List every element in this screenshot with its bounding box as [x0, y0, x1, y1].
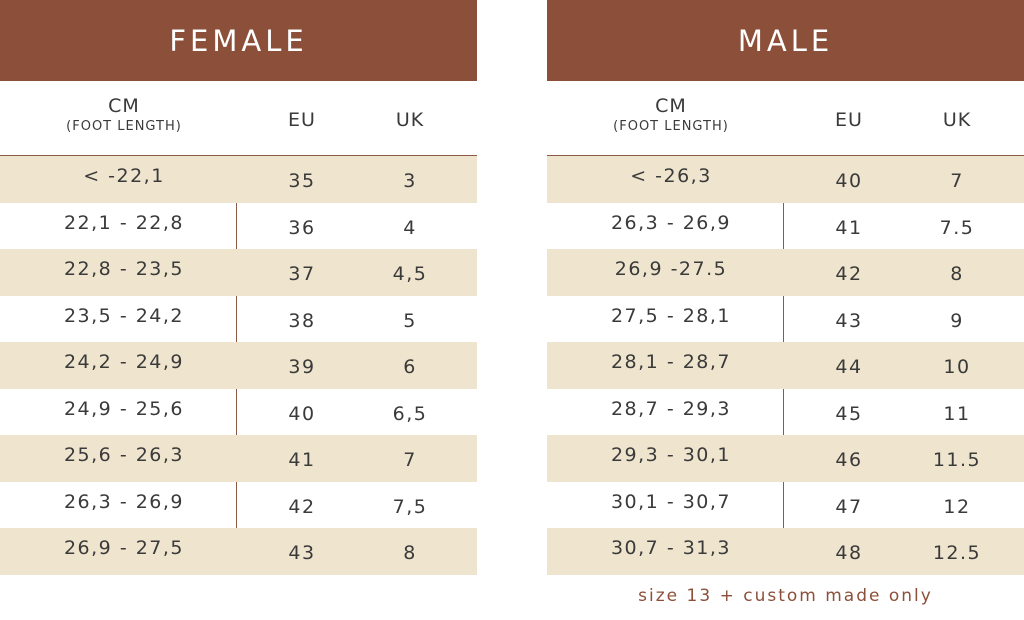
eu-cell: 39 [288, 356, 316, 378]
eu-cell: 40 [835, 170, 863, 192]
eu-cell: 42 [835, 263, 863, 285]
table-row: 22,1 - 22,8 36 4 [0, 203, 477, 250]
uk-cell: 8 [950, 263, 964, 285]
cm-cell: 24,2 - 24,9 [63, 351, 185, 373]
cm-cell: 30,7 - 31,3 [610, 537, 732, 559]
eu-cell: 36 [288, 216, 316, 239]
male-rows: < -26,3 40 7 26,3 - 26,9 41 7.5 26,9 -27.5 42 8 2… [547, 156, 1024, 575]
eu-cell: 41 [288, 449, 316, 471]
table-row: 30,1 - 30,7 47 12 [547, 482, 1024, 529]
uk-cell: 8 [403, 542, 417, 564]
uk-cell: 11 [943, 402, 971, 425]
cm-cell: 26,3 - 26,9 [63, 490, 185, 513]
uk-cell: 7,5 [392, 495, 428, 518]
female-cm-header: CM (FOOT LENGTH) [0, 95, 248, 134]
eu-cell: 37 [288, 263, 316, 285]
male-uk-header: UK [942, 109, 972, 131]
eu-cell: 46 [835, 449, 863, 471]
cm-cell: < -26,3 [630, 165, 712, 187]
table-row: < -22,1 35 3 [0, 156, 477, 203]
cm-cell: 25,6 - 26,3 [63, 444, 185, 466]
table-row: 28,7 - 29,3 45 11 [547, 389, 1024, 436]
female-title: FEMALE [0, 0, 477, 81]
eu-cell: 41 [835, 216, 863, 239]
cm-cell: < -22,1 [83, 165, 165, 187]
uk-cell: 5 [403, 309, 417, 332]
table-row: 23,5 - 24,2 38 5 [0, 296, 477, 343]
uk-cell: 3 [403, 170, 417, 192]
female-cm-label: CM [108, 95, 140, 117]
uk-cell: 12 [943, 495, 971, 518]
uk-cell: 6 [403, 356, 417, 378]
cm-cell: 29,3 - 30,1 [610, 444, 732, 466]
eu-cell: 40 [288, 402, 316, 425]
uk-cell: 9 [950, 309, 964, 332]
uk-cell: 7.5 [939, 216, 975, 239]
uk-cell: 11.5 [932, 449, 982, 471]
eu-cell: 43 [835, 309, 863, 332]
male-size-table: MALE CM (FOOT LENGTH) EU UK < -26,3 40 7 26… [547, 0, 1024, 575]
cm-cell: 30,1 - 30,7 [610, 490, 732, 513]
table-row: 24,2 - 24,9 39 6 [0, 342, 477, 389]
uk-cell: 12.5 [932, 542, 982, 564]
cm-cell: 26,9 - 27,5 [63, 537, 185, 559]
cm-cell: 22,8 - 23,5 [63, 258, 185, 280]
cm-cell: 23,5 - 24,2 [63, 304, 185, 327]
eu-cell: 42 [288, 495, 316, 518]
female-uk-header: UK [395, 109, 425, 131]
female-eu-header: EU [288, 109, 316, 131]
custom-size-note: size 13 + custom made only [638, 586, 933, 606]
eu-cell: 45 [835, 402, 863, 425]
cm-cell: 28,1 - 28,7 [610, 351, 732, 373]
table-row: 26,3 - 26,9 42 7,5 [0, 482, 477, 529]
female-size-table: FEMALE CM (FOOT LENGTH) EU UK < -22,1 35 3… [0, 0, 477, 575]
uk-cell: 7 [950, 170, 964, 192]
male-cm-sublabel: (FOOT LENGTH) [613, 119, 729, 134]
cm-cell: 27,5 - 28,1 [610, 304, 732, 327]
eu-cell: 48 [835, 542, 863, 564]
female-cm-sublabel: (FOOT LENGTH) [66, 119, 182, 134]
uk-cell: 6,5 [392, 402, 428, 425]
cm-cell: 26,3 - 26,9 [610, 211, 732, 234]
uk-cell: 10 [943, 356, 971, 378]
cm-cell: 26,9 -27.5 [614, 258, 728, 280]
male-title: MALE [547, 0, 1024, 81]
cm-cell: 22,1 - 22,8 [63, 211, 185, 234]
table-row: 25,6 - 26,3 41 7 [0, 435, 477, 482]
cm-cell: 24,9 - 25,6 [63, 397, 185, 420]
male-column-headers: CM (FOOT LENGTH) EU UK [547, 81, 1024, 156]
eu-cell: 47 [835, 495, 863, 518]
table-row: 26,9 -27.5 42 8 [547, 249, 1024, 296]
eu-cell: 43 [288, 542, 316, 564]
table-row: 29,3 - 30,1 46 11.5 [547, 435, 1024, 482]
table-row: 27,5 - 28,1 43 9 [547, 296, 1024, 343]
table-row: 26,3 - 26,9 41 7.5 [547, 203, 1024, 250]
male-eu-header: EU [835, 109, 863, 131]
table-row: < -26,3 40 7 [547, 156, 1024, 203]
uk-cell: 4,5 [392, 263, 428, 285]
cm-cell: 28,7 - 29,3 [610, 397, 732, 420]
male-cm-header: CM (FOOT LENGTH) [547, 95, 795, 134]
female-rows: < -22,1 35 3 22,1 - 22,8 36 4 22,8 - 23,5 37 4,5… [0, 156, 477, 575]
eu-cell: 38 [288, 309, 316, 332]
eu-cell: 35 [288, 170, 316, 192]
table-row: 24,9 - 25,6 40 6,5 [0, 389, 477, 436]
table-row: 22,8 - 23,5 37 4,5 [0, 249, 477, 296]
table-row: 28,1 - 28,7 44 10 [547, 342, 1024, 389]
uk-cell: 4 [403, 216, 417, 239]
table-row: 30,7 - 31,3 48 12.5 [547, 528, 1024, 575]
table-row: 26,9 - 27,5 43 8 [0, 528, 477, 575]
female-column-headers: CM (FOOT LENGTH) EU UK [0, 81, 477, 156]
eu-cell: 44 [835, 356, 863, 378]
uk-cell: 7 [403, 449, 417, 471]
male-cm-label: CM [655, 95, 687, 117]
